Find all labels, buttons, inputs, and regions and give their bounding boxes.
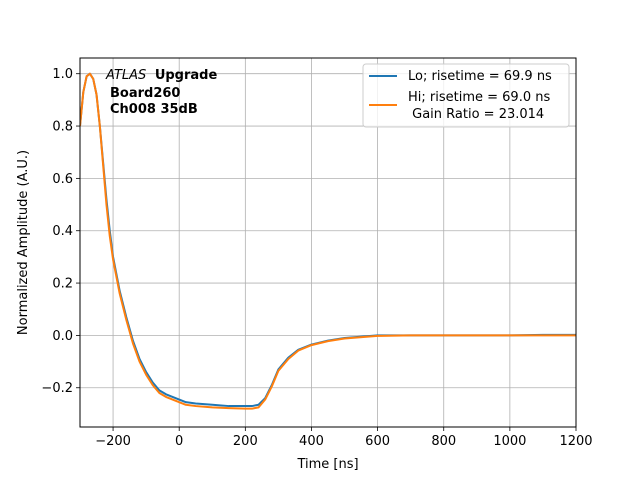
plot-frame: [79, 57, 577, 428]
legend-label-gain-ratio: Gain Ratio = 23.014: [408, 107, 544, 122]
upgrade-label: Upgrade: [155, 68, 218, 83]
x-tick-label: 0: [175, 434, 183, 449]
annotation-line-1: ATLAS Upgrade: [105, 68, 217, 83]
y-axis-label: Normalized Amplitude (A.U.): [16, 150, 31, 335]
x-tick-label: 600: [365, 434, 390, 449]
x-tick-label: 800: [431, 434, 456, 449]
x-axis-label: Time [ns]: [296, 457, 358, 472]
x-axis-ticks: −200 0 200 400 600 800 1000 1200: [95, 427, 593, 449]
legend-label-lo: Lo; risetime = 69.9 ns: [408, 69, 552, 84]
series-line-hi: [80, 72, 576, 410]
y-tick-label: 1.0: [52, 67, 73, 82]
y-tick-label: 0.8: [52, 120, 73, 135]
y-tick-label: 0.2: [52, 277, 73, 292]
atlas-label: ATLAS: [105, 68, 146, 83]
x-tick-label: 400: [299, 434, 324, 449]
series-lines: [80, 72, 576, 410]
annotation-line-3: Ch008 35dB: [110, 102, 198, 117]
legend-box: [362, 63, 570, 128]
atlas-annotation: ATLAS Upgrade Board260 Ch008 35dB: [105, 68, 217, 117]
x-tick-label: 1200: [559, 434, 592, 449]
x-tick-label: 1000: [493, 434, 526, 449]
annotation-line-2: Board260: [110, 86, 180, 101]
y-tick-label: 0.4: [52, 224, 73, 239]
y-axis-ticks: −0.2 0.0 0.2 0.4 0.6 0.8 1.0: [41, 67, 80, 396]
y-tick-label: 0.0: [52, 329, 73, 344]
x-tick-label: 200: [233, 434, 258, 449]
y-tick-label: −0.2: [41, 381, 73, 396]
legend-label-hi: Hi; risetime = 69.0 ns: [408, 90, 550, 105]
x-tick-label: −200: [95, 434, 131, 449]
legend: Lo; risetime = 69.9 ns Hi; risetime = 69…: [362, 63, 570, 128]
y-tick-label: 0.6: [52, 172, 73, 187]
